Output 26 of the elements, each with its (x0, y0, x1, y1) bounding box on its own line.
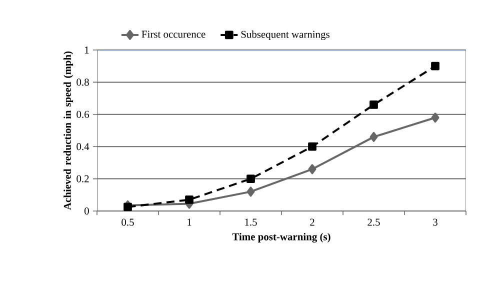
x-tick-label: 3 (433, 218, 438, 226)
y-tick-label: 0.6 (76, 110, 90, 118)
point (246, 174, 255, 183)
point (246, 186, 255, 197)
x-tick-label: 0.5 (122, 218, 134, 226)
x-tick-label: 1 (188, 218, 192, 226)
y-axis-title: Achieved reduction in speed (mph) (64, 51, 74, 210)
point (431, 62, 440, 70)
legend-label: Subsequent warnings (241, 30, 330, 40)
y-tick-label: 0 (84, 207, 89, 215)
legend-label: First occurence (142, 30, 206, 38)
x-axis-title: Time post-warning (s) (232, 232, 330, 243)
point (308, 142, 316, 151)
point (124, 202, 132, 212)
point (431, 112, 440, 123)
x-tick-label: 2 (310, 218, 314, 226)
y-tick-label: 0.8 (76, 78, 89, 86)
point (370, 100, 378, 109)
x-tick-label: 2.5 (368, 218, 380, 226)
point (370, 132, 378, 142)
y-tick-label: 0.4 (76, 143, 90, 150)
point (185, 196, 194, 204)
y-tick-label: 0.2 (76, 175, 89, 182)
point (308, 164, 316, 174)
x-tick-label: 1.5 (245, 218, 257, 226)
y-tick-label: 1 (85, 46, 89, 54)
